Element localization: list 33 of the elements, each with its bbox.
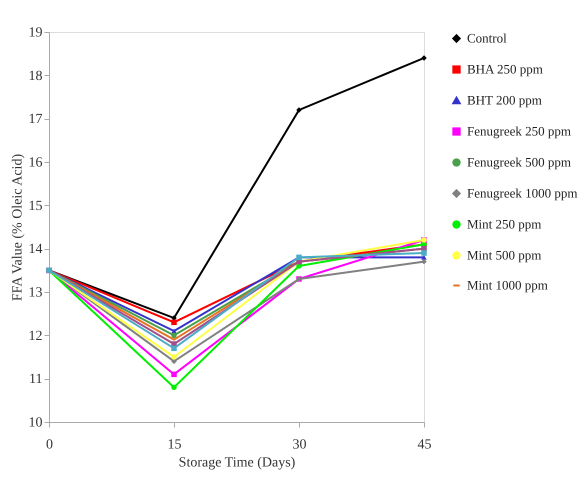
legend-label: Fenugreek 500 ppm (467, 154, 571, 170)
legend-label: Fenugreek 250 ppm (467, 124, 571, 138)
y-tick-label: 11 (29, 372, 42, 388)
y-tick-label: 15 (28, 198, 42, 214)
x-tick-label: 30 (292, 438, 306, 452)
x-axis-title: Storage Time (Days) (178, 456, 296, 470)
y-axis-title: FFA Value (% Oleic Acid) (10, 154, 26, 302)
legend-label: Mint 500 ppm (467, 248, 542, 262)
legend-label: Fenugreek 1000 ppm (467, 186, 578, 200)
legend-label: BHT 200 ppm (467, 92, 542, 108)
point (171, 354, 177, 360)
point (296, 107, 302, 113)
x-tick-label: 0 (46, 438, 53, 452)
y-tick-label: 19 (28, 26, 42, 40)
point (171, 332, 177, 338)
x-tick-label: 45 (418, 438, 432, 452)
legend-label: Control (467, 30, 508, 46)
x-tick-label: 15 (168, 438, 182, 452)
point (171, 372, 177, 378)
y-tick-label: 16 (28, 156, 42, 170)
y-tick-label: 10 (28, 416, 42, 430)
point (171, 320, 177, 326)
y-tick-label: 14 (28, 242, 42, 258)
point (171, 384, 177, 390)
point (421, 55, 427, 61)
legend-label: Mint 1000 ppm (467, 278, 548, 292)
legend-label: BHA 250 ppm (467, 62, 543, 76)
y-tick-label: 13 (28, 286, 42, 300)
y-tick-label: 17 (28, 112, 42, 128)
y-tick-label: 12 (28, 328, 42, 344)
legend-label: Mint 250 ppm (467, 216, 542, 232)
y-tick-label: 18 (28, 68, 42, 84)
point (171, 346, 177, 352)
